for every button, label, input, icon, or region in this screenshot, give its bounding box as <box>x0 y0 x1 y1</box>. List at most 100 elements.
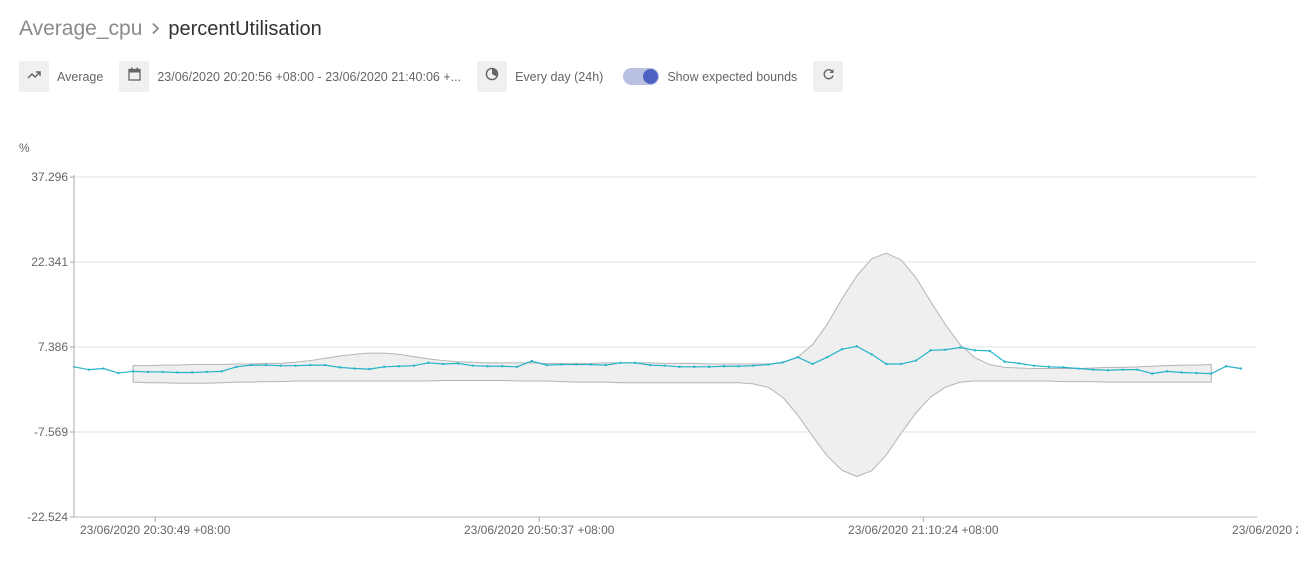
clock-icon <box>485 67 499 86</box>
series-layer <box>72 345 1243 375</box>
data-point <box>1224 365 1228 368</box>
data-point <box>619 361 622 365</box>
data-point <box>456 362 460 365</box>
data-point <box>589 363 593 366</box>
data-point <box>722 365 726 368</box>
expected-bounds-band <box>132 252 1212 478</box>
data-point <box>190 371 194 374</box>
data-point <box>1239 367 1243 370</box>
data-point <box>382 365 386 369</box>
data-point <box>707 365 711 369</box>
y-tick-label: 7.386 <box>38 340 68 354</box>
data-point <box>545 363 548 367</box>
data-point <box>501 365 504 368</box>
data-point <box>796 355 799 359</box>
date-range-label[interactable]: 23/06/2020 20:20:56 +08:00 - 23/06/2020 … <box>157 69 462 84</box>
data-point <box>1195 371 1198 375</box>
data-point <box>885 362 888 366</box>
data-point <box>412 364 415 367</box>
data-point <box>1165 370 1169 373</box>
data-point <box>1136 368 1139 371</box>
period-button[interactable] <box>477 61 508 92</box>
page-title: percentUtilisation <box>168 17 322 40</box>
data-point <box>294 364 297 367</box>
data-point <box>959 346 962 349</box>
data-point <box>368 367 371 371</box>
series-line <box>73 345 1241 375</box>
data-point <box>752 364 755 367</box>
data-point <box>87 368 90 371</box>
data-point <box>530 359 534 363</box>
data-point <box>663 364 666 367</box>
x-tick-label: 23/06/2020 21:10:24 +08:00 <box>848 523 999 537</box>
data-point <box>560 363 563 366</box>
data-point <box>855 345 859 348</box>
refresh-icon <box>822 68 835 86</box>
y-tick-label: 37.296 <box>31 170 68 184</box>
data-point <box>678 365 681 369</box>
chevron-right-icon <box>151 18 160 41</box>
data-point <box>693 365 696 369</box>
data-point <box>1018 362 1021 365</box>
data-point <box>131 370 135 373</box>
data-point <box>250 363 253 367</box>
breadcrumb-parent-link[interactable]: Average_cpu <box>19 17 143 40</box>
data-point <box>279 364 282 367</box>
y-axis-label: % <box>19 141 30 155</box>
show-bounds-label: Show expected bounds <box>667 69 798 84</box>
period-label[interactable]: Every day (24h) <box>515 69 604 84</box>
aggregation-button[interactable] <box>19 61 49 92</box>
data-point <box>264 363 268 367</box>
grid-lines <box>74 176 1257 518</box>
data-point <box>309 363 312 367</box>
data-point <box>648 363 652 367</box>
data-point <box>781 361 785 364</box>
refresh-button[interactable] <box>813 61 844 92</box>
data-point <box>146 370 150 374</box>
data-point <box>323 363 327 367</box>
data-point <box>515 365 519 369</box>
y-tick-label: -7.569 <box>34 425 68 439</box>
data-point <box>914 359 918 362</box>
data-point <box>811 362 814 366</box>
data-point <box>899 362 903 366</box>
x-tick-label: 23/06/2020 21:30:12 +08:00 <box>1232 523 1298 537</box>
x-tick-label: 23/06/2020 20:30:49 +08:00 <box>80 523 231 537</box>
data-point <box>1151 372 1154 375</box>
line-chart: 37.296 22.341 7.386 -7.569 -22.524% 23/06/202… <box>19 141 1298 537</box>
data-point <box>944 348 947 351</box>
date-range-button[interactable] <box>119 61 150 92</box>
data-point <box>1077 367 1080 370</box>
data-point <box>973 349 977 352</box>
toggle-knob <box>643 69 659 84</box>
data-point <box>1180 371 1183 374</box>
data-point <box>427 361 430 365</box>
data-point <box>1062 366 1065 369</box>
calendar-icon <box>128 67 141 86</box>
data-point <box>1032 364 1036 367</box>
data-point <box>737 365 740 368</box>
axes: 37.296 22.341 7.386 -7.569 -22.524% 23/06/202… <box>19 141 1298 537</box>
data-point <box>397 365 401 368</box>
trend-icon <box>27 68 41 86</box>
y-tick-label: 22.341 <box>31 255 68 269</box>
data-point <box>1121 368 1124 371</box>
data-point <box>235 365 238 369</box>
data-point <box>574 363 578 366</box>
data-point <box>442 362 445 366</box>
data-point <box>870 353 873 356</box>
data-point <box>161 370 164 374</box>
data-point <box>826 355 829 359</box>
data-point <box>486 365 489 368</box>
data-point <box>840 347 844 351</box>
toolbar: Average 23/06/2020 20:20:56 +08:00 - 23/… <box>19 61 844 92</box>
breadcrumb: Average_cpu percentUtilisation <box>19 14 322 44</box>
data-point <box>766 363 770 366</box>
data-point <box>929 349 932 352</box>
data-point <box>176 371 179 374</box>
aggregation-label[interactable]: Average <box>57 69 104 84</box>
show-bounds-toggle[interactable] <box>623 68 660 85</box>
data-point <box>338 366 342 369</box>
data-point <box>1210 372 1213 375</box>
data-point <box>220 370 223 373</box>
